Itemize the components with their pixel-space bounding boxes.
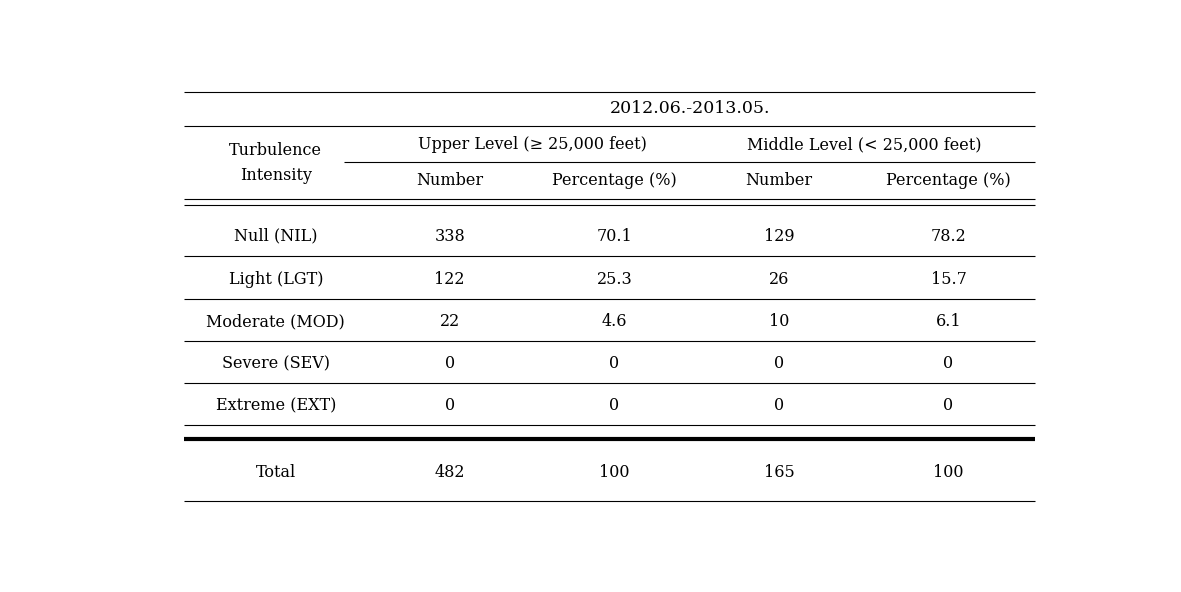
Text: Number: Number bbox=[416, 172, 483, 189]
Text: 26: 26 bbox=[769, 271, 789, 288]
Text: 100: 100 bbox=[599, 464, 629, 481]
Text: 100: 100 bbox=[933, 464, 964, 481]
Text: 22: 22 bbox=[439, 313, 459, 330]
Text: 6.1: 6.1 bbox=[935, 313, 961, 330]
Text: Middle Level (< 25,000 feet): Middle Level (< 25,000 feet) bbox=[746, 136, 981, 153]
Text: Light (LGT): Light (LGT) bbox=[228, 271, 324, 288]
Text: 0: 0 bbox=[444, 355, 455, 372]
Text: 25.3: 25.3 bbox=[596, 271, 632, 288]
Text: Percentage (%): Percentage (%) bbox=[552, 172, 677, 189]
Text: Extreme (EXT): Extreme (EXT) bbox=[216, 397, 335, 414]
Text: 78.2: 78.2 bbox=[931, 227, 966, 244]
Text: 4.6: 4.6 bbox=[601, 313, 627, 330]
Text: Severe (SEV): Severe (SEV) bbox=[222, 355, 329, 372]
Text: 338: 338 bbox=[435, 227, 465, 244]
Text: 482: 482 bbox=[435, 464, 465, 481]
Text: Percentage (%): Percentage (%) bbox=[886, 172, 1011, 189]
Text: 0: 0 bbox=[444, 397, 455, 414]
Text: 0: 0 bbox=[774, 397, 784, 414]
Text: Number: Number bbox=[745, 172, 813, 189]
Text: Total: Total bbox=[255, 464, 296, 481]
Text: 0: 0 bbox=[609, 355, 620, 372]
Text: 0: 0 bbox=[944, 397, 953, 414]
Text: 2012.06.-2013.05.: 2012.06.-2013.05. bbox=[609, 101, 770, 117]
Text: 10: 10 bbox=[769, 313, 789, 330]
Text: 0: 0 bbox=[944, 355, 953, 372]
Text: Moderate (MOD): Moderate (MOD) bbox=[207, 313, 345, 330]
Text: Turbulence
Intensity: Turbulence Intensity bbox=[229, 141, 322, 184]
Text: 15.7: 15.7 bbox=[931, 271, 966, 288]
Text: 122: 122 bbox=[435, 271, 465, 288]
Text: 0: 0 bbox=[774, 355, 784, 372]
Text: 165: 165 bbox=[764, 464, 795, 481]
Text: Null (NIL): Null (NIL) bbox=[234, 227, 318, 244]
Text: 70.1: 70.1 bbox=[596, 227, 632, 244]
Text: 129: 129 bbox=[764, 227, 795, 244]
Text: Upper Level (≥ 25,000 feet): Upper Level (≥ 25,000 feet) bbox=[418, 136, 646, 153]
Text: 0: 0 bbox=[609, 397, 620, 414]
